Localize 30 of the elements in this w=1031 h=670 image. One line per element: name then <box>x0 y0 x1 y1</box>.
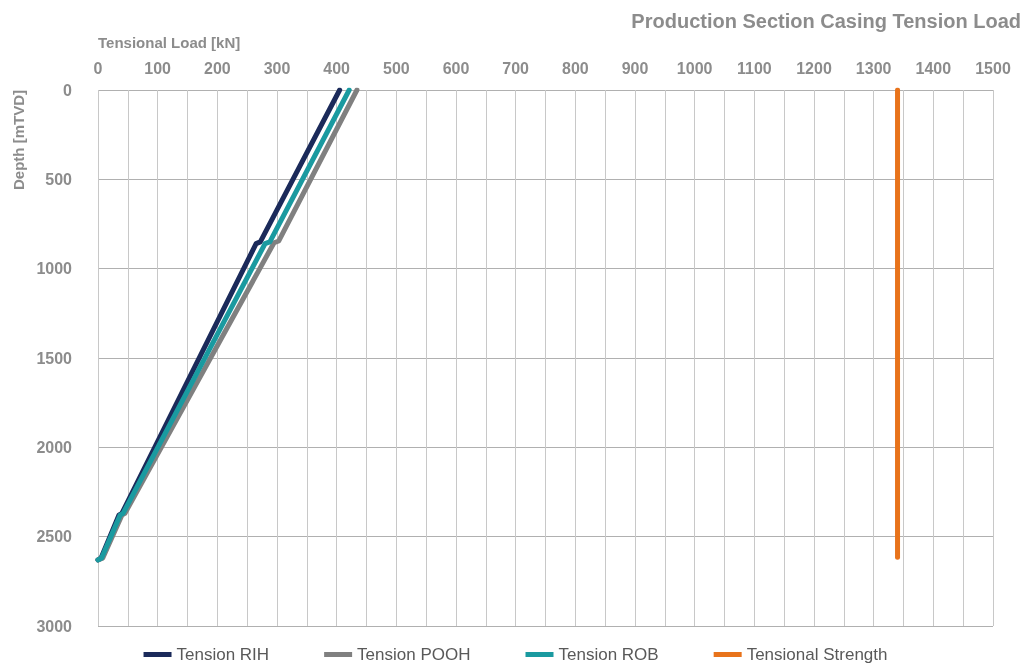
y-tick-label: 1500 <box>36 349 73 367</box>
x-tick-label: 1400 <box>915 59 952 77</box>
legend-label: Tension POOH <box>357 645 471 664</box>
y-tick-label: 2000 <box>36 438 73 456</box>
x-tick-label: 800 <box>561 59 589 77</box>
y-tick-label: 1000 <box>36 260 73 278</box>
y-tick-label: 3000 <box>36 617 73 635</box>
legend-label: Tensional Strength <box>746 645 888 664</box>
y-axis-title: Depth [mTVD] <box>10 90 27 190</box>
x-tick-label: 700 <box>502 59 530 77</box>
x-tick-label: 1300 <box>855 59 892 77</box>
x-tick-label: 1500 <box>975 59 1011 77</box>
x-tick-label: 100 <box>144 59 172 77</box>
x-tick-label: 1100 <box>736 59 772 77</box>
x-axis-title: Tensional Load [kN] <box>98 34 241 51</box>
x-tick-label: 200 <box>203 59 231 77</box>
x-tick-label: 900 <box>621 59 649 77</box>
legend-label: Tension ROB <box>558 645 659 664</box>
x-tick-label: 400 <box>323 59 351 77</box>
x-tick-label: 0 <box>93 59 103 77</box>
x-tick-label: 600 <box>442 59 470 77</box>
legend-label: Tension RIH <box>176 645 270 664</box>
y-tick-label: 2500 <box>36 528 73 546</box>
x-tick-label: 300 <box>263 59 291 77</box>
y-tick-label: 0 <box>63 81 73 99</box>
x-tick-label: 500 <box>382 59 410 77</box>
y-tick-label: 500 <box>45 170 73 188</box>
x-tick-label: 1000 <box>676 59 713 77</box>
x-tick-label: 1200 <box>796 59 832 77</box>
chart-title: Production Section Casing Tension Load <box>631 10 1022 32</box>
